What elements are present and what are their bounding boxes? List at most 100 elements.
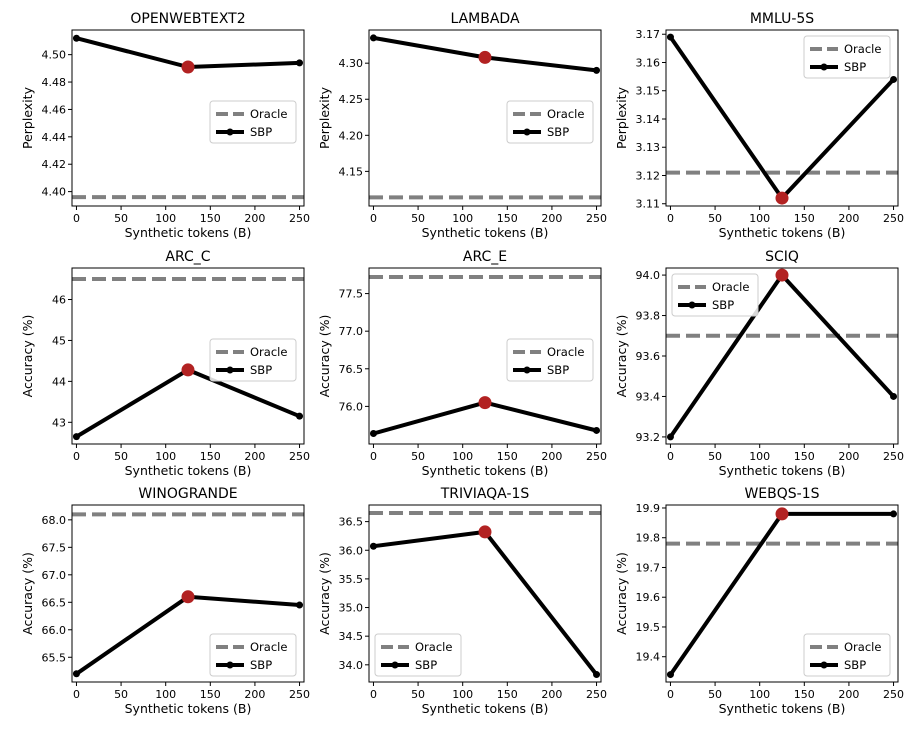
best-point-marker [775,268,789,282]
y-tick-label: 3.16 [636,56,661,69]
x-tick-label: 250 [586,212,607,225]
y-tick-label: 77.5 [339,288,364,301]
legend-sbp-marker [820,661,828,669]
best-point-marker [478,525,492,539]
subplot-title: MMLU-5S [750,11,814,27]
x-tick-label: 200 [244,688,265,701]
x-axis-label: Synthetic tokens (B) [422,701,549,716]
y-tick-label: 3.15 [636,85,661,98]
sbp-point [593,426,601,434]
x-tick-label: 50 [114,450,128,463]
subplot-triviaqa-1s: TRIVIAQA-1S 0 50 100 150 200 250 34.0 34.5 35.0 35… [317,486,607,716]
y-tick-label: 19.8 [636,532,661,545]
sbp-point [593,671,601,679]
subplot-title: ARC_E [463,249,507,265]
legend: Oracle SBP [374,633,462,677]
best-point-marker [181,363,195,377]
subplot-title: SCIQ [765,249,799,265]
subplot-mmlu-5s: MMLU-5S 0 50 100 150 200 250 3.11 3.12 3.13 3.14 3.… [614,11,904,240]
axes-frame [665,504,899,683]
legend: Oracle SBP [209,100,297,144]
x-tick-label: 100 [749,212,770,225]
legend-oracle-label: Oracle [844,42,881,56]
subplot-title: TRIVIAQA-1S [440,486,530,502]
y-tick-label: 66.5 [42,596,67,609]
y-tick-label: 4.42 [42,158,67,171]
x-tick-label: 200 [838,688,859,701]
x-tick-label: 50 [411,688,425,701]
y-tick-label: 44 [52,375,66,388]
y-tick-label: 36.5 [339,516,364,529]
legend-oracle-label: Oracle [415,640,452,654]
x-axis-label: Synthetic tokens (B) [719,701,846,716]
x-tick-label: 200 [541,688,562,701]
y-tick-label: 3.17 [636,28,661,41]
x-tick-label: 150 [794,688,815,701]
legend: Oracle SBP [506,100,594,144]
legend-sbp-marker [391,661,399,669]
x-tick-label: 250 [883,212,904,225]
x-tick-label: 0 [73,688,80,701]
sbp-point [369,542,377,550]
y-tick-label: 93.4 [636,390,661,403]
y-tick-label: 76.0 [339,400,364,413]
y-tick-label: 93.8 [636,310,661,323]
legend: Oracle SBP [803,35,891,79]
y-axis-label: Accuracy (%) [317,552,332,635]
best-point-marker [478,396,492,410]
x-axis-label: Synthetic tokens (B) [719,463,846,478]
legend-sbp-label: SBP [250,363,272,377]
x-axis-label: Synthetic tokens (B) [125,225,252,240]
legend: Oracle SBP [209,338,297,382]
y-tick-label: 4.25 [339,93,364,106]
x-tick-label: 50 [411,212,425,225]
x-tick-label: 250 [289,688,310,701]
best-point-marker [181,60,195,74]
y-tick-label: 66.0 [42,624,67,637]
y-axis-label: Perplexity [614,86,629,149]
x-tick-label: 100 [155,450,176,463]
y-tick-label: 4.48 [42,76,67,89]
sbp-point [593,66,601,74]
y-tick-label: 34.0 [339,659,364,672]
sbp-point [296,412,304,420]
x-tick-label: 0 [370,212,377,225]
sbp-point [890,510,898,518]
x-tick-label: 50 [411,450,425,463]
x-tick-label: 200 [244,450,265,463]
sbp-point [369,34,377,42]
subplot-lambada: LAMBADA 0 50 100 150 200 250 4.15 4.20 4.25 4.30 Sy… [317,11,607,240]
y-axis-label: Accuracy (%) [20,552,35,635]
x-tick-label: 150 [794,212,815,225]
y-tick-label: 19.9 [636,502,661,515]
sbp-point [369,429,377,437]
legend: Oracle SBP [506,338,594,382]
y-axis-label: Accuracy (%) [614,315,629,398]
y-tick-label: 4.44 [42,131,67,144]
legend-sbp-label: SBP [415,658,437,672]
x-tick-label: 0 [73,450,80,463]
x-tick-label: 100 [452,212,473,225]
legend-sbp-marker [820,63,828,71]
y-tick-label: 4.50 [42,49,67,62]
y-tick-label: 4.30 [339,57,364,70]
y-tick-label: 4.15 [339,165,364,178]
legend-sbp-label: SBP [250,125,272,139]
legend-oracle-label: Oracle [547,345,584,359]
x-tick-label: 100 [155,212,176,225]
x-tick-label: 150 [200,212,221,225]
y-tick-label: 76.5 [339,363,364,376]
y-tick-label: 35.0 [339,602,364,615]
y-tick-label: 67.0 [42,569,67,582]
subplot-openwebtext2: OPENWEBTEXT2 0 50 100 150 200 250 4.40 4.42 4.44 4… [20,11,310,240]
legend-sbp-marker [226,366,234,374]
x-tick-label: 200 [838,450,859,463]
sbp-point [296,601,304,609]
x-tick-label: 0 [667,212,674,225]
y-axis-label: Accuracy (%) [317,315,332,398]
x-tick-label: 150 [200,688,221,701]
x-tick-label: 100 [155,688,176,701]
x-tick-label: 0 [667,688,674,701]
y-axis-label: Accuracy (%) [614,552,629,635]
x-tick-label: 100 [452,688,473,701]
